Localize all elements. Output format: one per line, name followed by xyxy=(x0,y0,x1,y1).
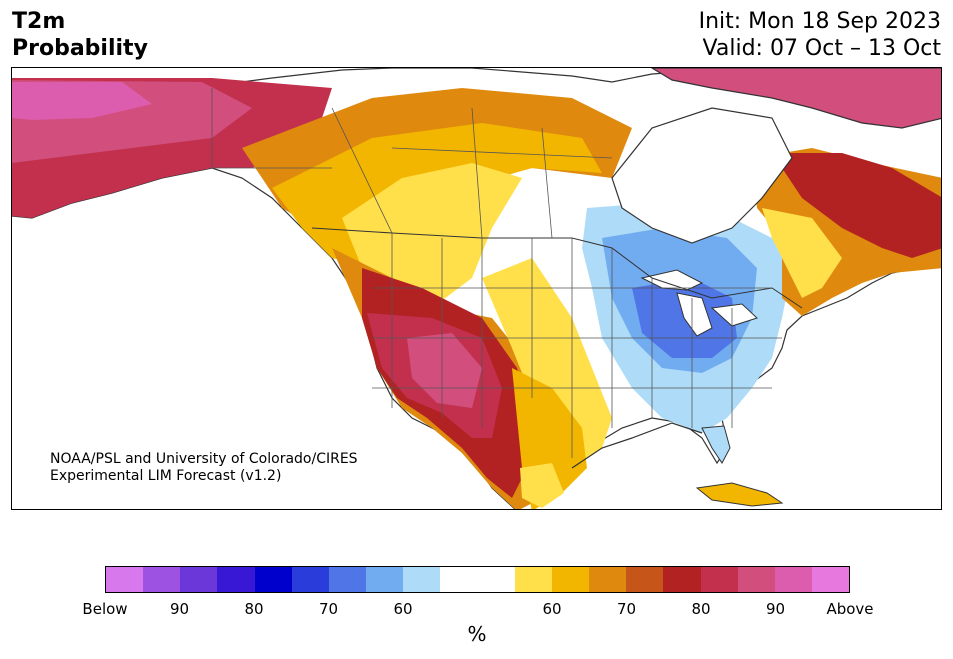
title-line-1: T2m xyxy=(12,9,66,34)
colorbar-swatch xyxy=(403,567,441,592)
colorbar-swatch xyxy=(626,567,664,592)
colorbar-tick-label: 60 xyxy=(393,600,413,618)
valid-range: Valid: 07 Oct – 13 Oct xyxy=(702,36,941,61)
greenland xyxy=(650,68,941,129)
colorbar-tick-label: 90 xyxy=(765,600,786,618)
colorbar-swatch xyxy=(328,567,367,592)
colorbar-swatch xyxy=(663,567,701,592)
colorbar-swatch xyxy=(440,567,478,592)
forecast-dates: Init: Mon 18 Sep 2023 Valid: 07 Oct – 13… xyxy=(699,8,941,62)
probability-map: NOAA/PSL and University of Colorado/CIRE… xyxy=(11,67,942,510)
colorbar-swatch xyxy=(774,567,812,592)
init-date: Init: Mon 18 Sep 2023 xyxy=(698,9,941,34)
great-lakes xyxy=(640,269,758,337)
colorbar-swatch xyxy=(366,567,404,592)
plains-yellow xyxy=(482,258,612,468)
map-canvas xyxy=(12,68,941,509)
colorbar-tick-label: 60 xyxy=(542,600,562,618)
state-lines xyxy=(372,233,782,458)
colorbar-swatch xyxy=(811,567,850,592)
quebec-yellow xyxy=(762,208,842,298)
cuba xyxy=(695,482,784,507)
colorbar xyxy=(105,566,850,593)
province-lines xyxy=(211,88,613,239)
credit-line-2: Experimental LIM Forecast (v1.2) xyxy=(50,468,282,484)
colorbar-swatch xyxy=(589,567,627,592)
colorbar-swatch xyxy=(143,567,181,592)
colorbar-tick-label: 80 xyxy=(691,600,711,618)
colorbar-tick-label: 90 xyxy=(169,600,190,618)
credit-line-1: NOAA/PSL and University of Colorado/CIRE… xyxy=(50,451,358,467)
alaska-peak xyxy=(12,82,152,120)
map-title: T2m Probability xyxy=(12,8,148,62)
colorbar-swatch xyxy=(180,567,218,592)
florida xyxy=(701,425,731,464)
colorbar-tick-label: 80 xyxy=(244,600,264,618)
colorbar-swatch xyxy=(106,567,144,592)
colorbar-swatch xyxy=(217,567,255,592)
colorbar-swatch xyxy=(254,567,292,592)
colorbar-swatch xyxy=(291,567,329,592)
gulf-coast xyxy=(571,422,703,469)
colorbar-tick-label: Above xyxy=(826,600,874,618)
colorbar-swatch xyxy=(514,567,552,592)
colorbar-swatch xyxy=(477,567,515,592)
colorbar-unit: % xyxy=(467,622,487,646)
colorbar-swatch xyxy=(700,567,738,592)
colorbar-tick-label: 70 xyxy=(616,600,637,618)
colorbar-swatch xyxy=(737,567,775,592)
southwest-peak xyxy=(407,333,482,408)
colorbar-swatch xyxy=(551,567,590,592)
colorbar-tick-label: 70 xyxy=(318,600,339,618)
hudson-bay xyxy=(611,107,793,244)
mexico-highland xyxy=(520,463,564,508)
credit-note: NOAA/PSL and University of Colorado/CIRE… xyxy=(50,451,358,485)
colorbar-tick-label: Below xyxy=(82,600,128,618)
title-line-2: Probability xyxy=(12,36,148,61)
quebec-red xyxy=(772,153,941,258)
